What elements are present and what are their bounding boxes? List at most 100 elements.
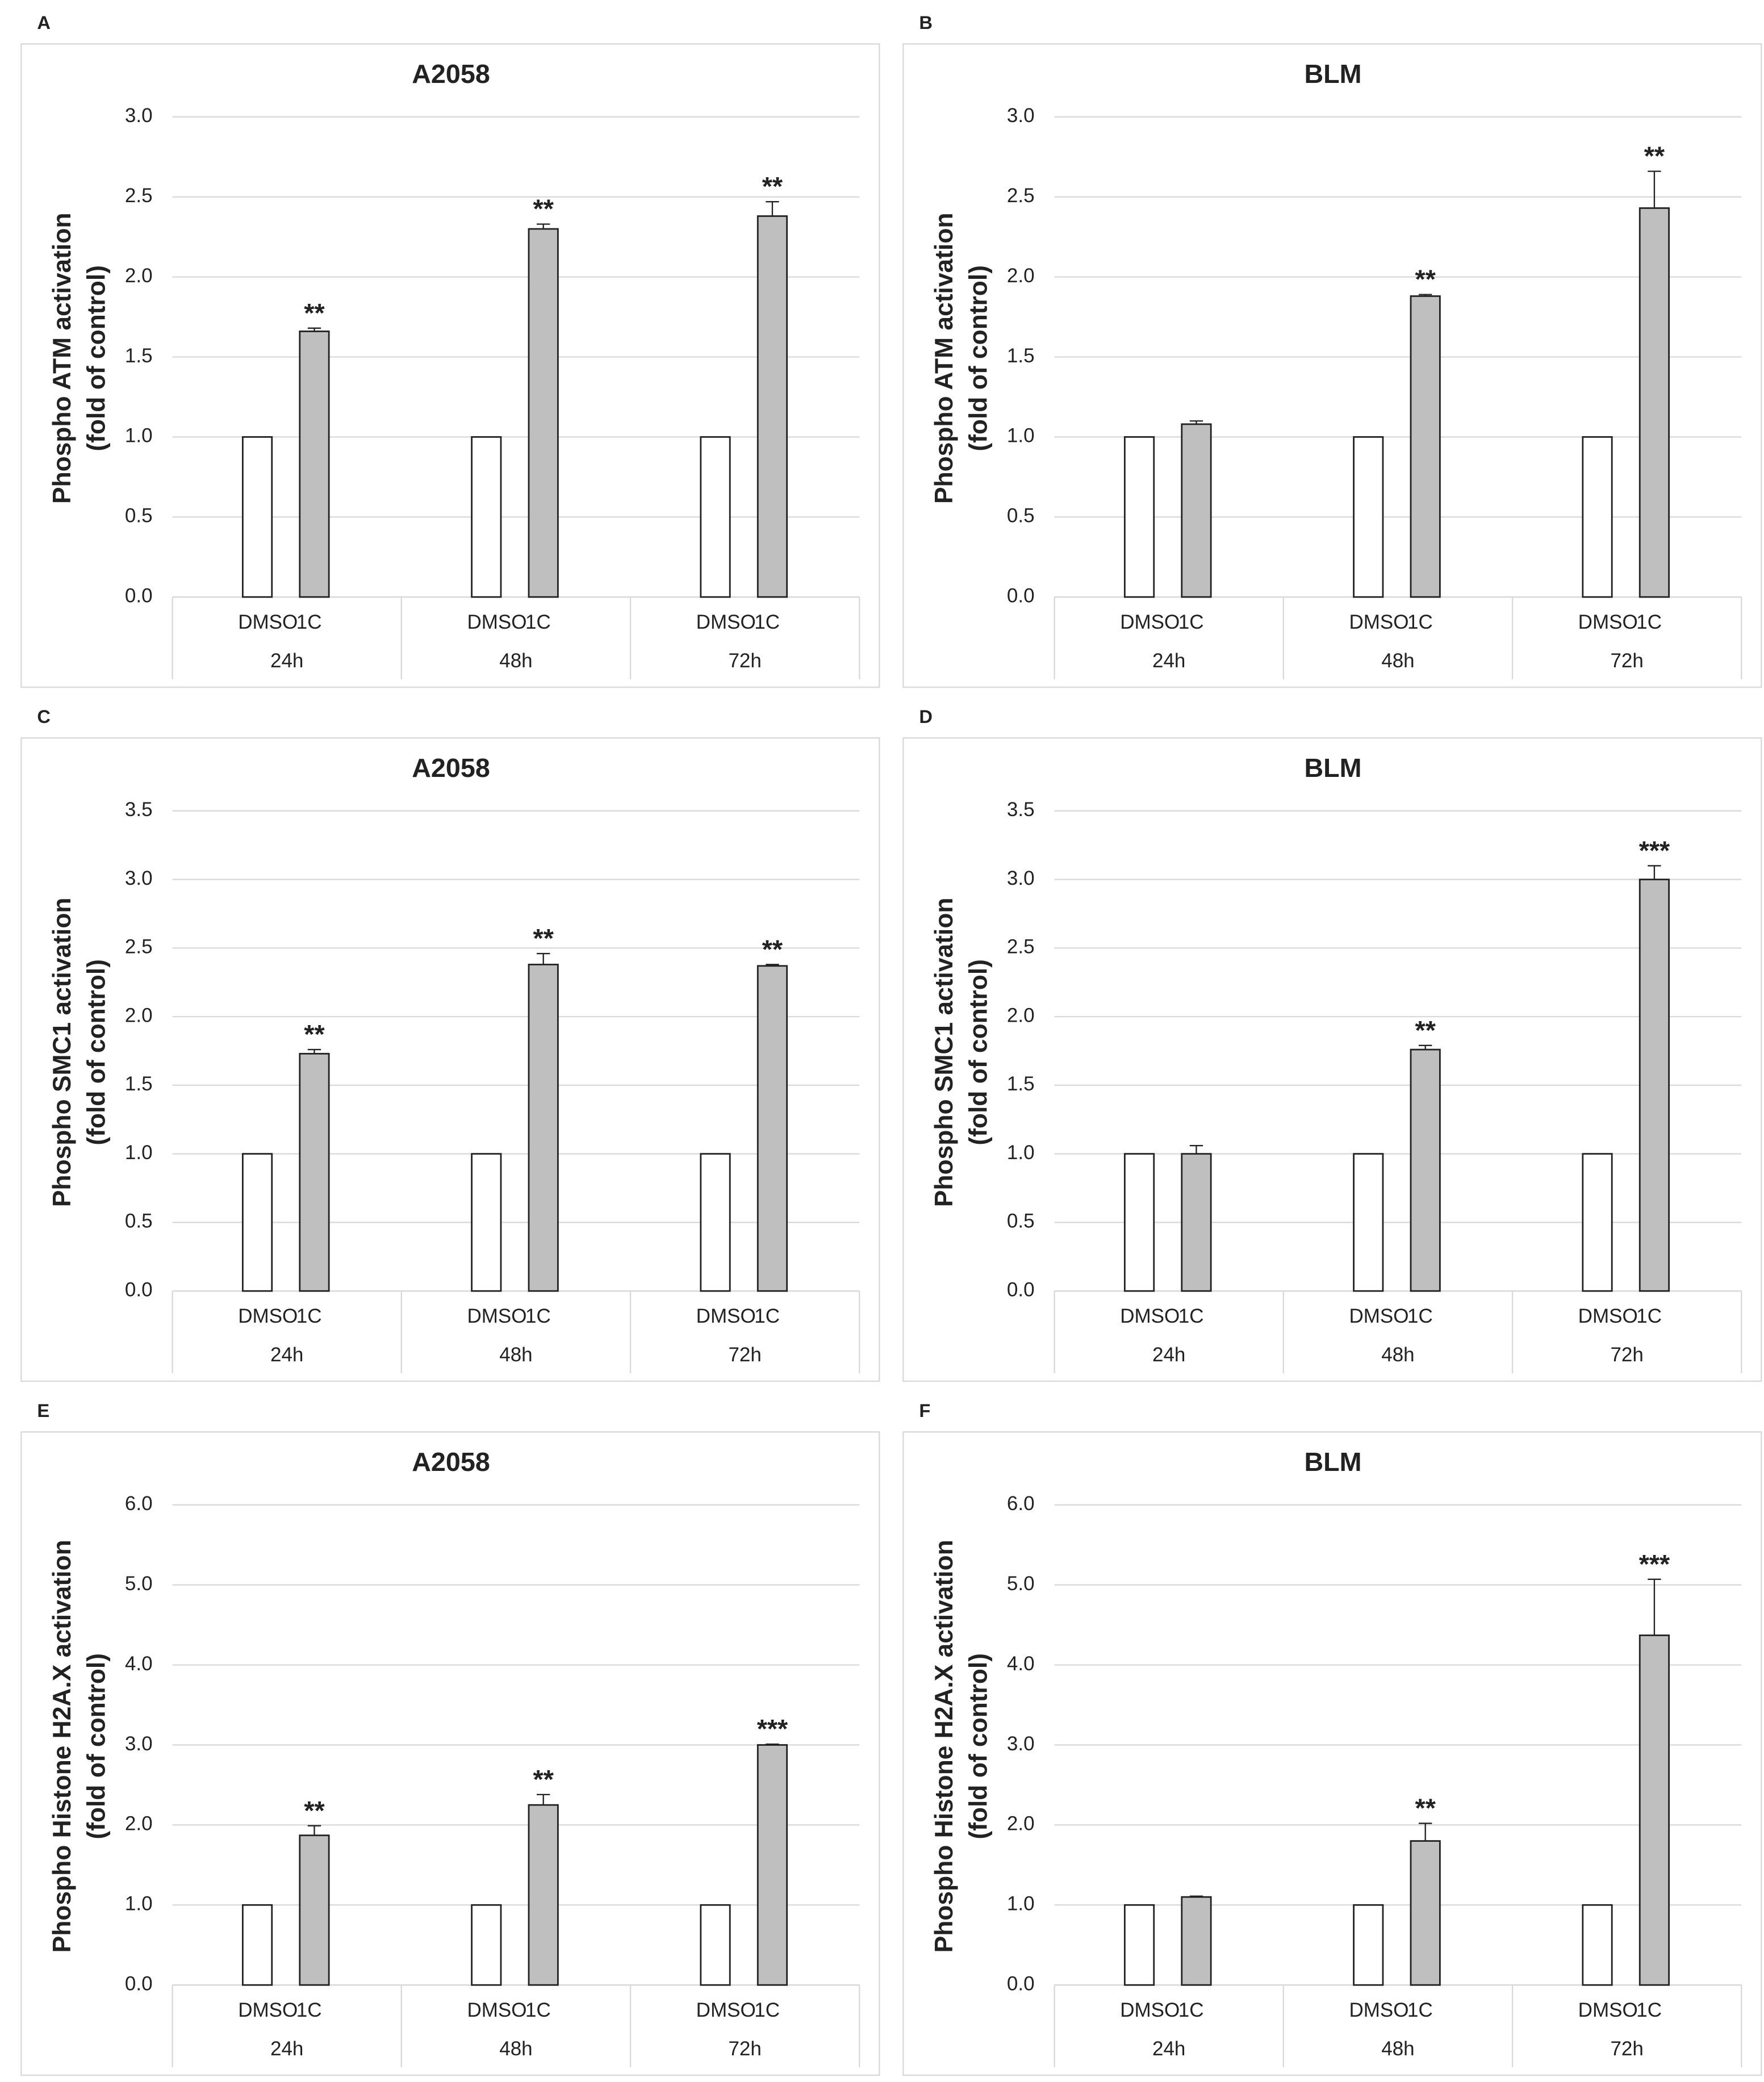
bar <box>1181 423 1212 598</box>
bar-label: DMSO <box>238 1305 298 1327</box>
y-tick-label: 3.0 <box>1007 104 1035 127</box>
bar-label: DMSO <box>1578 1999 1638 2021</box>
bar <box>756 1744 788 1986</box>
bar <box>1638 207 1670 598</box>
y-tick-label: 2.5 <box>125 936 153 958</box>
panel-label: C <box>37 706 51 727</box>
bar-label: 1C <box>754 1999 780 2021</box>
significance-label: ** <box>304 1019 325 1049</box>
y-tick-label: 0.0 <box>125 1278 153 1301</box>
bar <box>756 215 788 598</box>
y-tick-label: 1.5 <box>125 345 153 367</box>
y-tick-label: 0.0 <box>1007 584 1035 607</box>
y-tick-label: 3.0 <box>125 104 153 127</box>
bar-label: 1C <box>1636 1305 1662 1327</box>
y-tick-label: 2.5 <box>125 185 153 207</box>
bar <box>1582 436 1613 598</box>
y-tick-label: 1.0 <box>125 425 153 447</box>
chart-title: A2058 <box>412 59 490 89</box>
bar <box>1353 1153 1384 1292</box>
y-axis-label: Phospho Histone H2A.X activation <box>48 1540 76 1953</box>
bar-label: DMSO <box>238 1999 298 2021</box>
category-label: 48h <box>1381 1344 1414 1366</box>
y-tick-label: 4.0 <box>1007 1653 1035 1675</box>
chart-panel: A A2058 Phospho ATM activation (fold of con… <box>20 12 880 688</box>
bar-label: DMSO <box>1578 1305 1638 1327</box>
bar <box>1181 1153 1212 1292</box>
category-label: 24h <box>1152 2038 1185 2060</box>
bar-label: DMSO <box>1578 611 1638 633</box>
panel-label: F <box>919 1400 930 1421</box>
y-axis-label: Phospho ATM activation <box>930 213 958 504</box>
y-tick-label: 2.0 <box>125 1004 153 1026</box>
y-tick-label: 5.0 <box>1007 1573 1035 1595</box>
category-label: 72h <box>728 650 761 672</box>
panel-frame <box>20 1431 880 2076</box>
y-tick-label: 3.5 <box>1007 798 1035 821</box>
y-tick-label: 1.0 <box>1007 425 1035 447</box>
panel-frame <box>902 737 1762 1382</box>
significance-label: ** <box>1415 1793 1436 1823</box>
bar <box>1353 1904 1384 1986</box>
bar <box>1123 1153 1155 1292</box>
y-tick-label: 1.0 <box>1007 1893 1035 1915</box>
bar <box>1638 1634 1670 1986</box>
bar-label: 1C <box>754 1305 780 1327</box>
bar <box>756 965 788 1292</box>
bar <box>700 436 731 598</box>
bar <box>299 1834 330 1986</box>
y-axis-label: Phospho SMC1 activation <box>48 897 76 1207</box>
bar-label: DMSO <box>238 611 298 633</box>
bar-label: DMSO <box>467 1305 526 1327</box>
y-tick-label: 5.0 <box>125 1573 153 1595</box>
bar-label: 1C <box>296 611 322 633</box>
bar <box>471 436 502 598</box>
bar <box>528 1804 559 1986</box>
bar-label: DMSO <box>696 611 756 633</box>
bar <box>471 1153 502 1292</box>
chart-panel: B BLM Phospho ATM activation (fold of contr… <box>902 12 1762 688</box>
bar <box>528 963 559 1292</box>
bar <box>241 1153 273 1292</box>
bar-label: DMSO <box>1120 1305 1180 1327</box>
y-tick-label: 0.5 <box>125 1210 153 1232</box>
category-label: 48h <box>499 2038 532 2060</box>
bar <box>1410 295 1441 598</box>
panel-frame <box>20 737 880 1382</box>
bar-label: DMSO <box>467 611 526 633</box>
panel-frame <box>20 43 880 688</box>
category-label: 24h <box>270 1344 303 1366</box>
y-tick-label: 0.0 <box>125 584 153 607</box>
bar-label: 1C <box>754 611 780 633</box>
bar <box>1123 436 1155 598</box>
category-label: 72h <box>1610 1344 1643 1366</box>
bar <box>1638 879 1670 1292</box>
y-tick-label: 1.5 <box>125 1073 153 1095</box>
bar-label: DMSO <box>1349 1305 1408 1327</box>
y-tick-label: 1.5 <box>1007 345 1035 367</box>
y-axis-label: Phospho ATM activation <box>48 213 76 504</box>
y-tick-label: 2.0 <box>125 1813 153 1835</box>
y-axis-label: Phospho SMC1 activation <box>930 897 958 1207</box>
significance-label: ** <box>762 172 783 201</box>
bar <box>1410 1840 1441 1986</box>
y-tick-label: 0.5 <box>1007 505 1035 527</box>
chart-title: BLM <box>1304 753 1361 783</box>
chart-title: A2058 <box>412 753 490 783</box>
y-axis-label: (fold of control) <box>965 1653 993 1839</box>
bar-label: DMSO <box>696 1305 756 1327</box>
category-label: 48h <box>1381 2038 1414 2060</box>
significance-label: ** <box>1415 1015 1436 1045</box>
bar-label: DMSO <box>1120 611 1180 633</box>
bar <box>1123 1904 1155 1986</box>
bar-label: 1C <box>1636 1999 1662 2021</box>
significance-label: *** <box>1639 1549 1670 1579</box>
significance-label: ** <box>304 298 325 328</box>
bar-label: 1C <box>525 1999 551 2021</box>
category-label: 24h <box>270 650 303 672</box>
significance-label: ** <box>1415 265 1436 294</box>
y-axis-label: Phospho Histone H2A.X activation <box>930 1540 958 1953</box>
bar <box>299 331 330 598</box>
category-label: 24h <box>1152 650 1185 672</box>
bar <box>299 1052 330 1292</box>
